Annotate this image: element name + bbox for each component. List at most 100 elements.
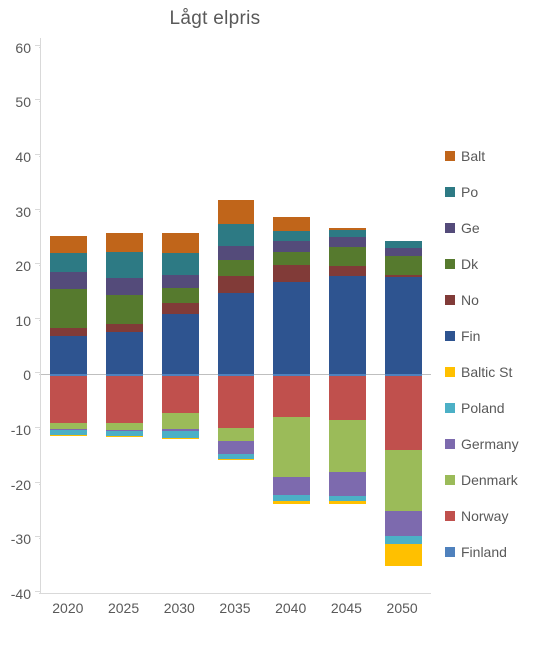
y-tick-label: 50 [15,94,39,110]
bar-seg-norway [385,376,422,450]
bar-seg-germany [273,477,310,495]
bar-seg-poland [162,431,199,438]
legend-swatch [445,259,455,269]
bar-seg-fin [218,293,255,375]
legend-swatch [445,439,455,449]
y-tick-label: -30 [11,531,39,547]
bar-seg-norway [329,376,366,420]
legend-item: Dk [445,253,545,275]
bar-seg-norway [218,376,255,428]
legend-label: No [461,292,479,308]
legend-swatch [445,547,455,557]
legend-swatch [445,475,455,485]
x-tick-label: 2040 [263,600,319,616]
bar-seg-po [329,230,366,237]
x-tick-label: 2030 [151,600,207,616]
legend-label: Finland [461,544,507,560]
legend-item: Po [445,181,545,203]
legend-label: Germany [461,436,519,452]
legend-item: Baltic St [445,361,545,383]
bar-seg-dk [50,289,87,327]
bar-seg-balt [329,228,366,230]
y-tick: 10 [39,320,41,321]
legend-swatch [445,403,455,413]
bar-seg-baltic_st [329,501,366,504]
bar-seg-balt [273,217,310,231]
legend-label: Norway [461,508,508,524]
bar-seg-baltic_st [273,501,310,505]
legend-item: Finland [445,541,545,563]
bar-column [329,38,366,593]
y-tick: -40 [39,593,41,594]
bar-column [162,38,199,593]
bar-column [106,38,143,593]
bar-seg-no [106,324,143,332]
bar-seg-no [385,275,422,278]
bar-seg-po [50,253,87,272]
bar-seg-no [329,266,366,276]
bar-seg-po [385,241,422,248]
y-tick: -10 [39,429,41,430]
legend-label: Fin [461,328,480,344]
bar-seg-balt [50,236,87,252]
legend-label: Ge [461,220,480,236]
bar-seg-ge [106,278,143,295]
bar-seg-baltic_st [218,459,255,460]
x-tick-label: 2035 [207,600,263,616]
bar-seg-baltic_st [50,435,87,436]
x-tick-label: 2045 [319,600,375,616]
plot-area: -40-30-20-100102030405060 [40,38,431,594]
legend-swatch [445,151,455,161]
bar-seg-dk [329,247,366,266]
y-tick: 50 [39,101,41,102]
bar-seg-norway [50,376,87,422]
y-tick: -30 [39,538,41,539]
bar-seg-fin [106,332,143,375]
legend-item: Poland [445,397,545,419]
y-tick-label: 0 [23,367,39,383]
legend-label: Poland [461,400,505,416]
bar-seg-ge [218,246,255,260]
y-tick-label: 30 [15,204,39,220]
bar-seg-dk [385,256,422,275]
chart-title: Lågt elpris [0,8,430,30]
bar-seg-baltic_st [106,436,143,437]
legend-swatch [445,223,455,233]
bar-seg-poland [385,536,422,544]
bar-seg-ge [385,248,422,256]
bar-seg-fin [162,314,199,374]
legend-item: Ge [445,217,545,239]
bar-seg-ge [273,241,310,252]
y-tick: -20 [39,484,41,485]
legend-item: Norway [445,505,545,527]
y-tick: 40 [39,156,41,157]
bar-column [385,38,422,593]
y-tick: 30 [39,211,41,212]
bar-seg-denmark [385,450,422,511]
bar-seg-fin [273,282,310,375]
bar-seg-dk [106,295,143,324]
bar-seg-dk [218,260,255,276]
y-tick: 60 [39,47,41,48]
bar-seg-norway [162,376,199,413]
legend-swatch [445,511,455,521]
legend-swatch [445,331,455,341]
legend-label: Po [461,184,478,200]
legend-item: Germany [445,433,545,455]
bar-seg-baltic_st [162,438,199,439]
y-tick: 20 [39,265,41,266]
bar-seg-fin [385,277,422,374]
chart-container: Lågt elpris -40-30-20-100102030405060 Ba… [0,0,549,655]
legend: BaltPoGeDkNoFinBaltic StPolandGermanyDen… [445,145,545,577]
bar-seg-po [273,231,310,241]
bar-column [50,38,87,593]
y-tick-label: 40 [15,149,39,165]
legend-label: Baltic St [461,364,512,380]
bar-seg-ge [162,275,199,289]
bar-seg-balt [106,233,143,252]
legend-item: Fin [445,325,545,347]
bar-seg-po [106,252,143,278]
y-tick-label: 60 [15,40,39,56]
bar-column [218,38,255,593]
legend-label: Balt [461,148,485,164]
